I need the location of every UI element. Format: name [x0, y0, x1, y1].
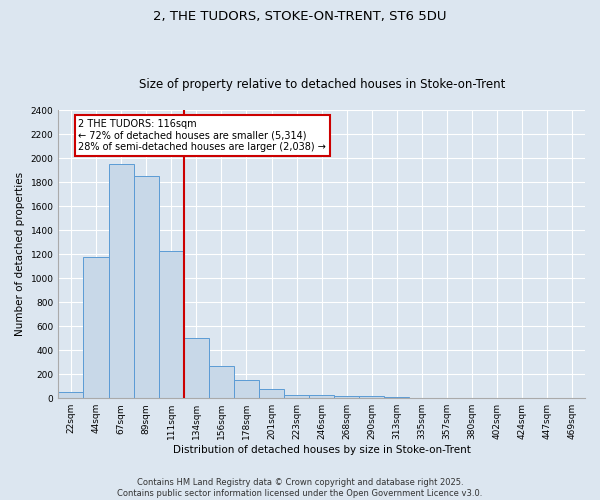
Bar [234, 380, 259, 398]
Text: 2 THE TUDORS: 116sqm
← 72% of detached houses are smaller (5,314)
28% of semi-de: 2 THE TUDORS: 116sqm ← 72% of detached h… [79, 118, 326, 152]
Bar [58, 392, 83, 398]
X-axis label: Distribution of detached houses by size in Stoke-on-Trent: Distribution of detached houses by size … [173, 445, 470, 455]
Bar [284, 394, 309, 398]
Bar [259, 389, 284, 398]
Bar [334, 396, 359, 398]
Bar [385, 397, 409, 398]
Bar [309, 395, 334, 398]
Bar [83, 257, 109, 398]
Bar [134, 176, 159, 398]
Bar [159, 251, 184, 398]
Bar [209, 366, 234, 398]
Bar [359, 396, 385, 398]
Text: Contains HM Land Registry data © Crown copyright and database right 2025.
Contai: Contains HM Land Registry data © Crown c… [118, 478, 482, 498]
Bar [184, 338, 209, 398]
Title: Size of property relative to detached houses in Stoke-on-Trent: Size of property relative to detached ho… [139, 78, 505, 91]
Bar [109, 164, 134, 398]
Text: 2, THE TUDORS, STOKE-ON-TRENT, ST6 5DU: 2, THE TUDORS, STOKE-ON-TRENT, ST6 5DU [153, 10, 447, 23]
Y-axis label: Number of detached properties: Number of detached properties [15, 172, 25, 336]
